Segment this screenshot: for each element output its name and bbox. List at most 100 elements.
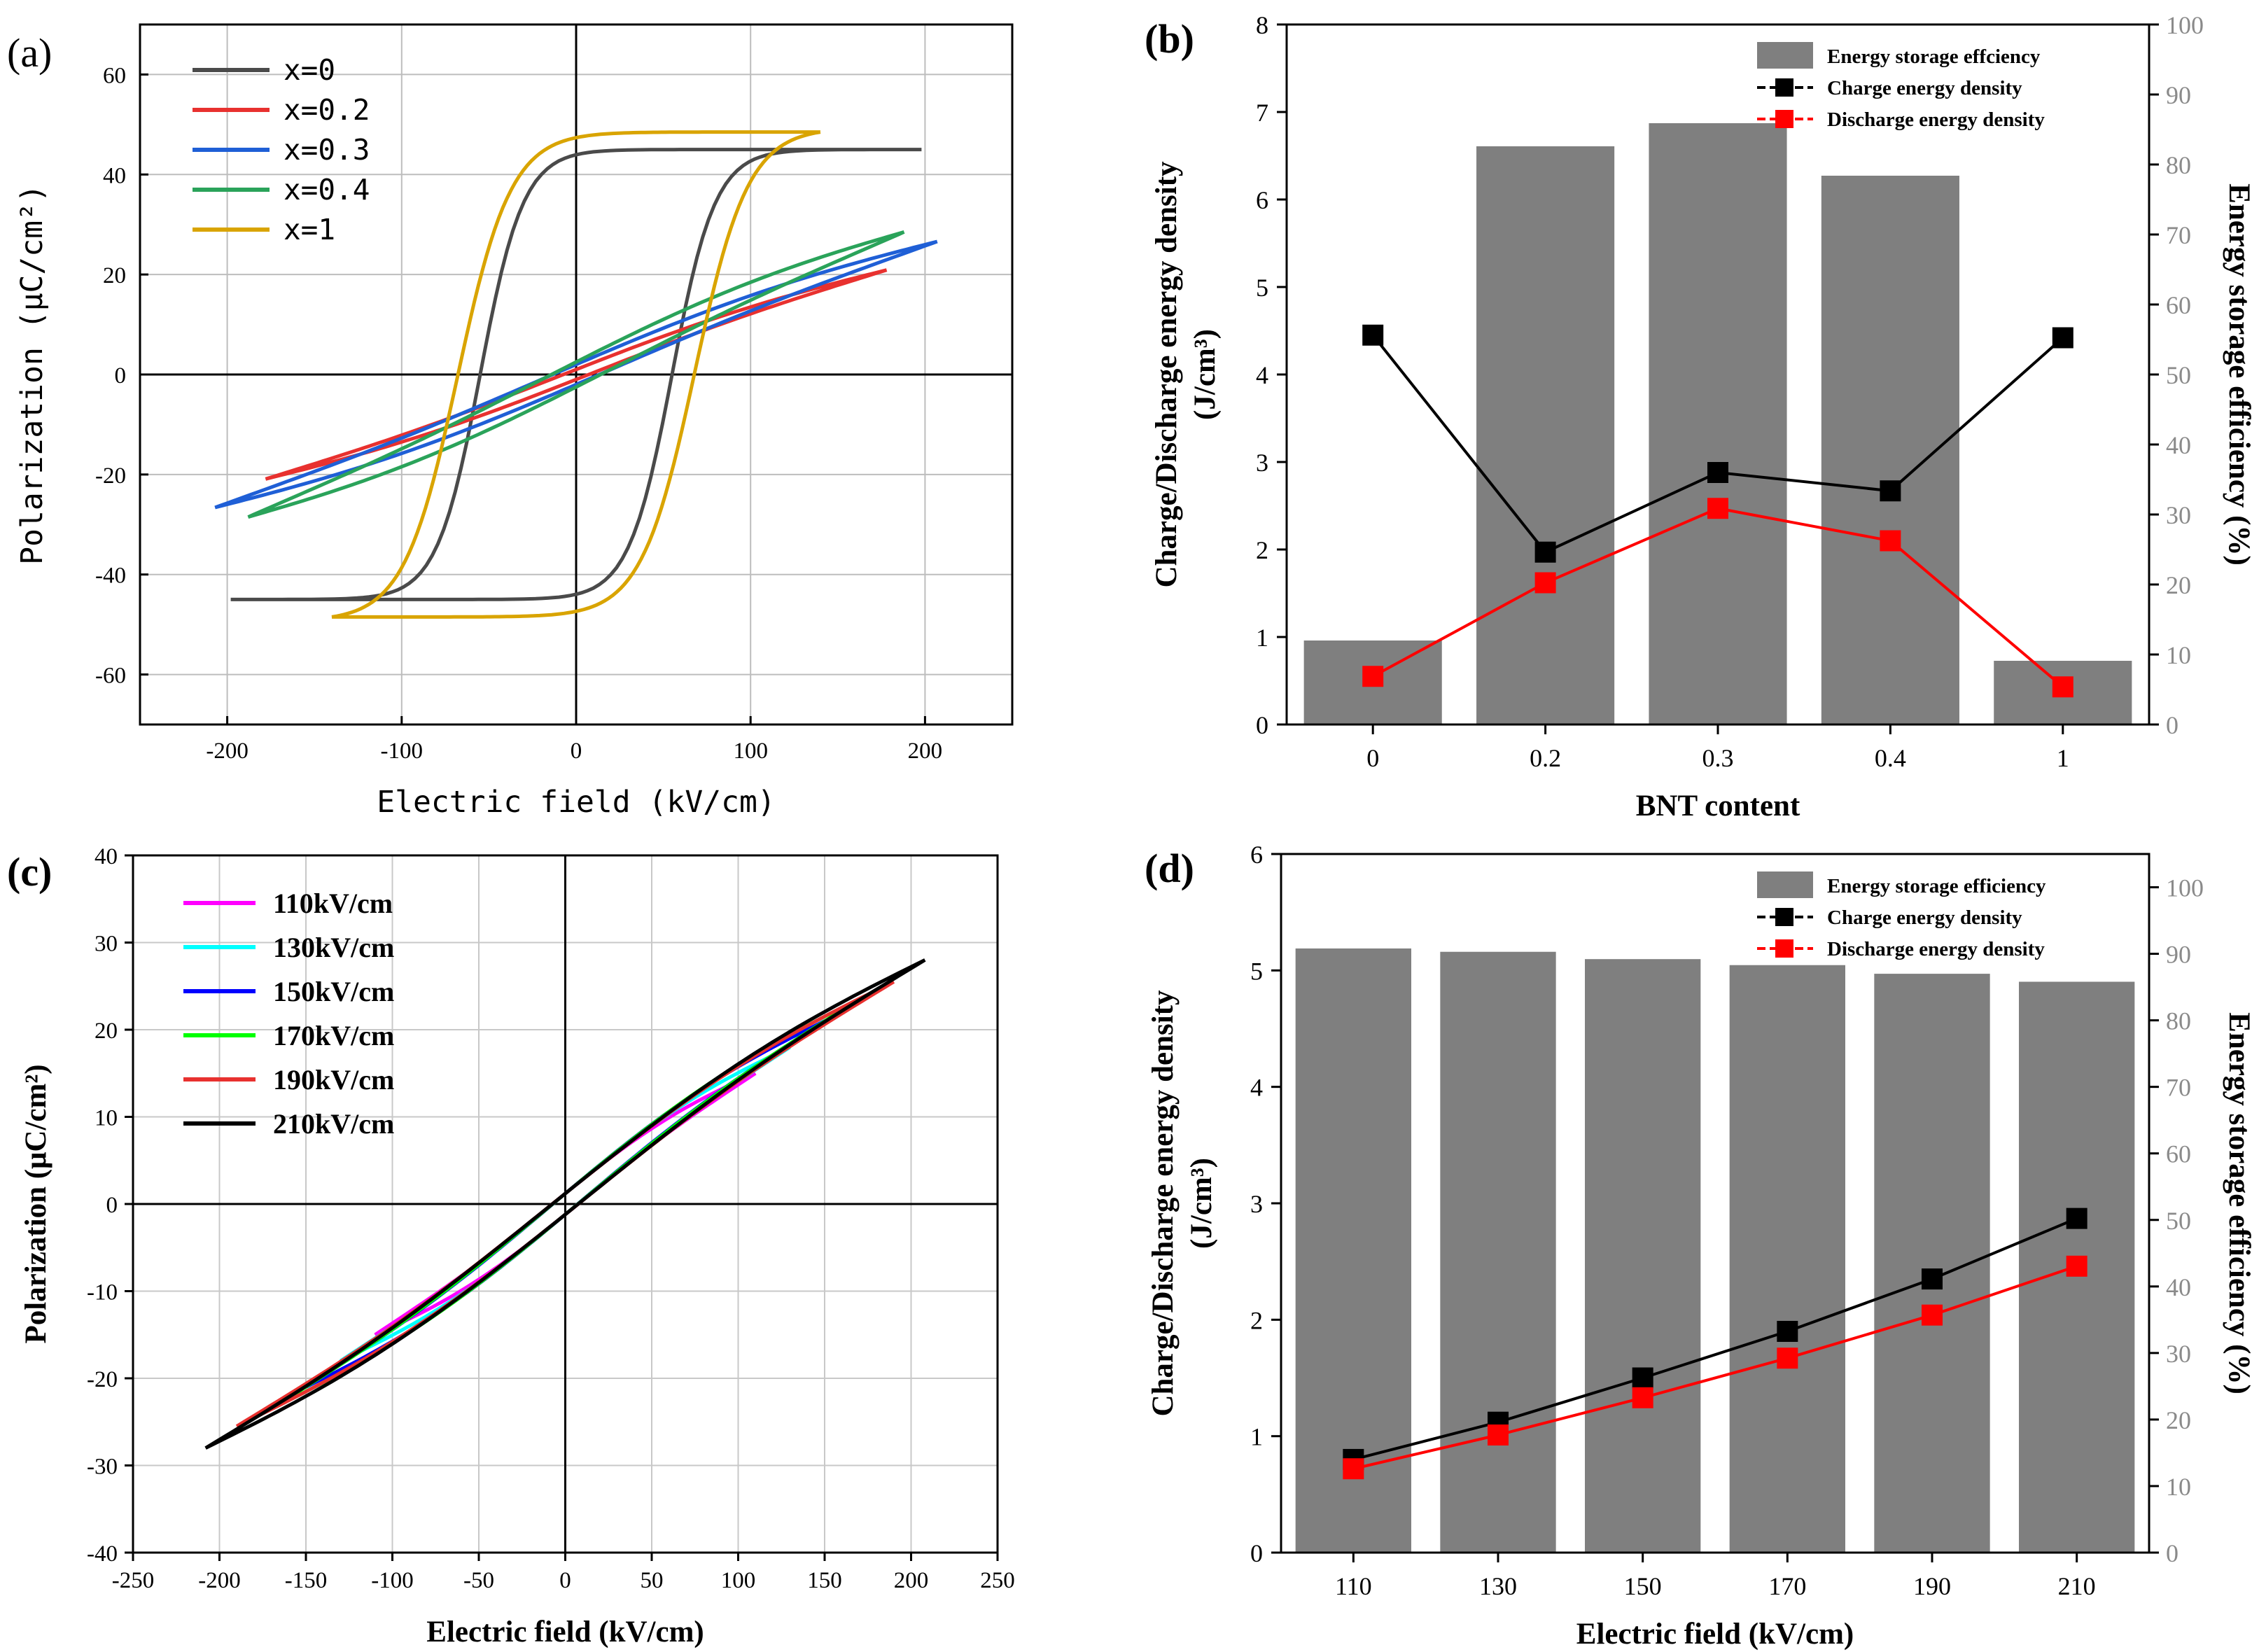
y2-tick-label: 10 (2166, 1473, 2191, 1501)
x-tick-label: 110 (1335, 1572, 1372, 1600)
efficiency-bar (1476, 146, 1615, 724)
legend-swatch-bar (1757, 872, 1813, 898)
legend-swatch-bar (1757, 42, 1813, 69)
legend-label-c: 110kV/cm (273, 888, 393, 919)
y-tick-label: 4 (1256, 361, 1268, 389)
x-tick-label-a: -200 (206, 738, 249, 764)
x-tick-label: 0.4 (1875, 744, 1906, 772)
legend-label: Energy storage effciency (1827, 46, 2041, 68)
y-tick-label-c: 40 (95, 844, 118, 869)
y-tick-label: 7 (1256, 99, 1268, 127)
y2-axis-title: Energy storage efficiency (%) (2223, 1012, 2255, 1394)
legend-label: Discharge energy density (1827, 938, 2045, 960)
x-tick-label: 190 (1913, 1572, 1951, 1600)
legend-label: Discharge energy density (1827, 108, 2045, 131)
charge-marker (2052, 327, 2073, 349)
legend-label-c: 150kV/cm (273, 976, 394, 1007)
legend-label-c: 210kV/cm (273, 1108, 394, 1140)
y-tick-label: 8 (1256, 11, 1268, 39)
legend-swatch-marker (1775, 908, 1793, 926)
legend-swatch-marker (1775, 110, 1793, 128)
x-tick-label-a: 100 (733, 738, 768, 764)
y2-tick-label: 30 (2166, 501, 2191, 529)
y-tick-label-a: 40 (103, 163, 126, 188)
x-tick-label: 150 (1624, 1572, 1662, 1600)
y-tick-label: 3 (1250, 1190, 1263, 1218)
y-tick-label-c: 10 (95, 1106, 118, 1131)
y2-tick-label: 70 (2166, 1074, 2191, 1102)
x-tick-label: 130 (1479, 1572, 1517, 1600)
y2-tick-label: 90 (2166, 941, 2191, 969)
y2-tick-label: 40 (2166, 1273, 2191, 1301)
legend-label-a: x=0 (284, 53, 335, 87)
y-tick-label: 2 (1250, 1306, 1263, 1334)
discharge-marker (1488, 1424, 1509, 1446)
discharge-marker (2052, 676, 2073, 698)
charge-marker (1632, 1367, 1653, 1389)
legend-label: Charge energy density (1827, 906, 2022, 929)
x-axis-title-a: Electric field (kV/cm) (377, 785, 776, 820)
x-tick-label-a: -100 (381, 738, 424, 764)
y2-tick-label: 60 (2166, 1140, 2191, 1168)
y-tick-label-a: -40 (95, 564, 126, 589)
panel-a-label: (a) (7, 30, 52, 76)
discharge-marker (1343, 1458, 1364, 1480)
legend-swatch-marker (1775, 939, 1793, 958)
y-tick-label: 1 (1256, 624, 1268, 652)
legend-label: Charge energy density (1827, 77, 2022, 99)
x-tick-label-c: 200 (894, 1568, 929, 1593)
x-tick-label: 0.3 (1702, 744, 1734, 772)
y-tick-label-c: -40 (87, 1541, 118, 1567)
x-tick-label-c: -150 (285, 1568, 328, 1593)
legend-label-c: 170kV/cm (273, 1020, 394, 1051)
charge-marker (1362, 324, 1384, 346)
y2-tick-label: 20 (2166, 1406, 2191, 1434)
charge-marker (1922, 1268, 1943, 1290)
legend-label-a: x=0.4 (284, 173, 370, 206)
x-tick-label: 1 (2057, 744, 2069, 772)
y-tick-label-c: -30 (87, 1455, 118, 1480)
y-axis-title: Charge/Discharge energy density (1147, 990, 1180, 1417)
panel-label: (d) (1145, 846, 1194, 891)
legend-label-c: 130kV/cm (273, 932, 394, 963)
y-tick-label-a: 60 (103, 63, 126, 88)
panel-c-label: (c) (7, 849, 52, 895)
charge-marker (1707, 462, 1728, 483)
y2-tick-label: 80 (2166, 1007, 2191, 1035)
y-tick-label-c: 30 (95, 932, 118, 957)
y-tick-label-c: -10 (87, 1280, 118, 1306)
y2-tick-label: 0 (2166, 711, 2178, 739)
y2-tick-label: 100 (2166, 874, 2204, 902)
y2-tick-label: 70 (2166, 221, 2191, 249)
efficiency-bar (1440, 951, 1556, 1553)
pe-loop-x0 (230, 148, 922, 601)
y-axis-units: (J/cm³) (1185, 1158, 1218, 1249)
y-axis-units: (J/cm³) (1189, 329, 1222, 420)
y-tick-label: 5 (1256, 274, 1268, 302)
y-tick-label: 2 (1256, 536, 1268, 564)
discharge-marker (1534, 572, 1556, 594)
x-tick-label-c: -50 (463, 1568, 494, 1593)
x-tick-label: 0.2 (1530, 744, 1561, 772)
y2-tick-label: 50 (2166, 361, 2191, 389)
x-tick-label-a: 0 (571, 738, 582, 764)
y-tick-label: 6 (1256, 186, 1268, 214)
discharge-marker (2066, 1255, 2087, 1277)
charge-marker (1880, 480, 1901, 502)
discharge-marker (1880, 530, 1901, 552)
efficiency-bar (1585, 959, 1701, 1553)
efficiency-bar (1729, 965, 1845, 1553)
panel-label: (b) (1145, 16, 1194, 62)
y-axis-title-c: Polarization (μC/cm²) (20, 1064, 53, 1343)
discharge-marker (1362, 666, 1384, 687)
pe-loop-x03 (214, 239, 938, 510)
x-tick-label-c: -100 (371, 1568, 414, 1593)
legend-swatch-marker (1775, 78, 1793, 97)
y2-tick-label: 100 (2166, 11, 2204, 39)
x-tick-label-c: 250 (980, 1568, 1015, 1593)
efficiency-bar (1821, 176, 1959, 724)
y-tick-label: 6 (1250, 841, 1263, 869)
legend-label: Energy storage efficiency (1827, 875, 2046, 897)
discharge-marker (1707, 498, 1728, 519)
